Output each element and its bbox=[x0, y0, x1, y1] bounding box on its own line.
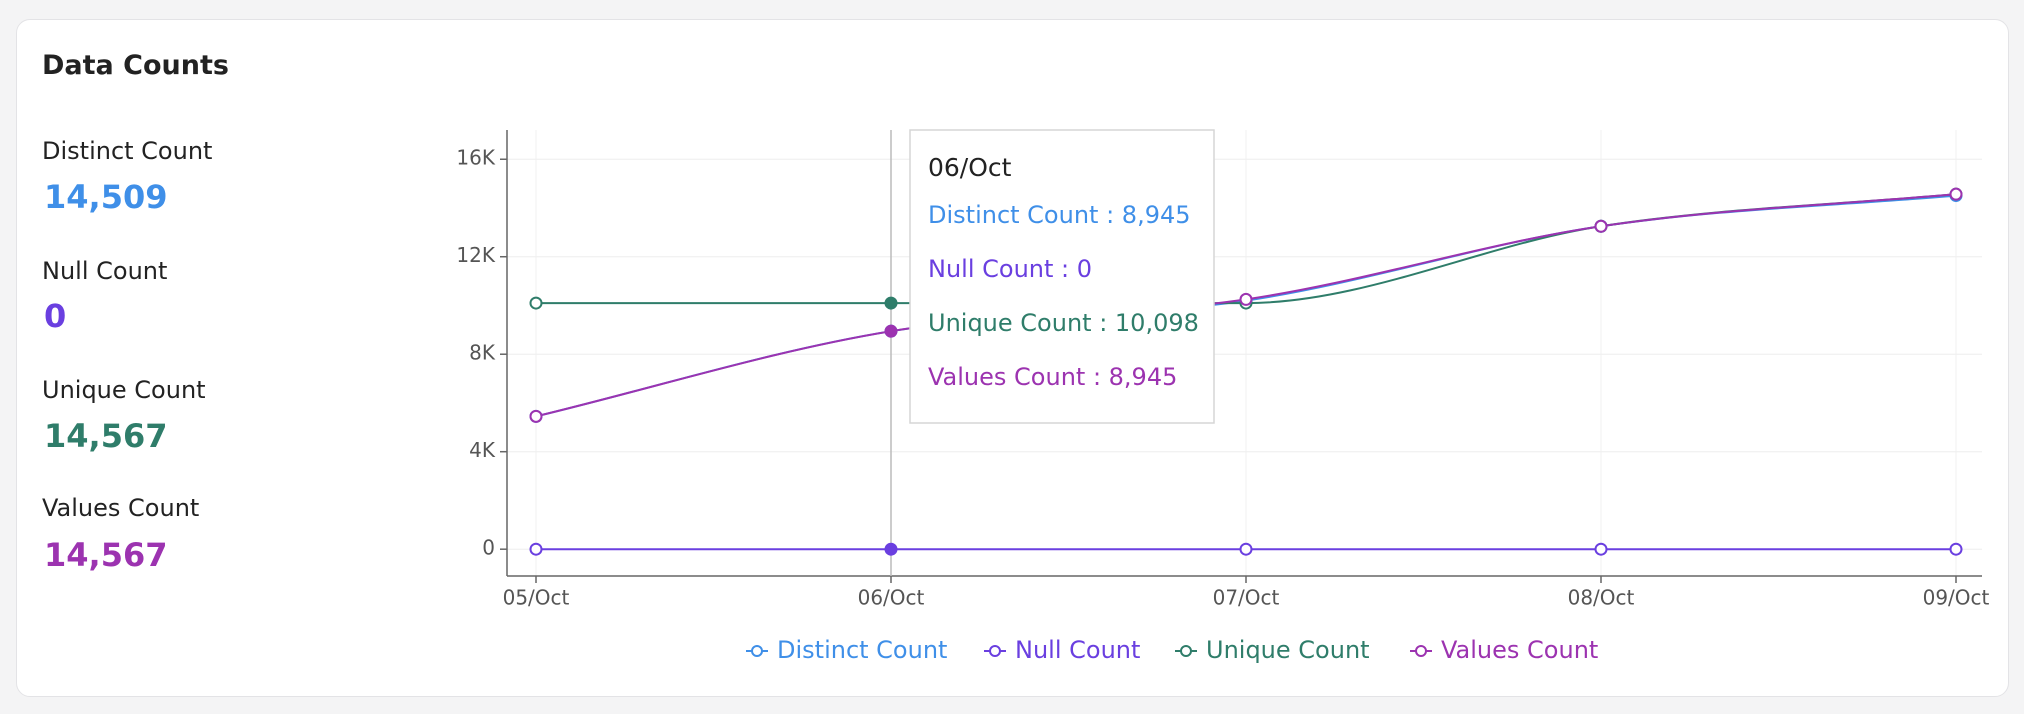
stat-label: Null Count bbox=[42, 257, 168, 285]
point bbox=[1949, 542, 1963, 556]
point bbox=[529, 409, 543, 423]
x-tick-label: 07/Oct bbox=[1213, 586, 1280, 610]
point bbox=[529, 542, 543, 556]
stat-value: 14,567 bbox=[44, 417, 168, 455]
x-tick-label: 05/Oct bbox=[503, 586, 570, 610]
stat-label: Distinct Count bbox=[42, 137, 213, 165]
point bbox=[1594, 542, 1608, 556]
x-tick-label: 06/Oct bbox=[858, 586, 925, 610]
legend-label: Values Count bbox=[1441, 636, 1598, 664]
point bbox=[1949, 187, 1963, 201]
y-tick-label: 12K bbox=[456, 243, 495, 267]
stat-value: 0 bbox=[44, 297, 67, 335]
point bbox=[1594, 219, 1608, 233]
stat-value: 14,567 bbox=[44, 536, 168, 574]
y-tick-label: 0 bbox=[482, 536, 495, 560]
legend-label: Null Count bbox=[1015, 636, 1140, 664]
point bbox=[529, 296, 543, 310]
card-title: Data Counts bbox=[42, 50, 229, 81]
point bbox=[884, 296, 898, 310]
legend-icon-dot bbox=[1415, 645, 1427, 657]
stat-label: Unique Count bbox=[42, 376, 206, 404]
tooltip-title: 06/Oct bbox=[928, 153, 1012, 182]
point bbox=[884, 542, 898, 556]
tooltip-row: Values Count : 8,945 bbox=[928, 363, 1177, 391]
x-tick-label: 09/Oct bbox=[1923, 586, 1990, 610]
tooltip-row: Distinct Count : 8,945 bbox=[928, 201, 1191, 229]
legend-icon-dot bbox=[989, 645, 1001, 657]
legend-label: Distinct Count bbox=[777, 636, 947, 664]
tooltip-row: Unique Count : 10,098 bbox=[928, 309, 1199, 337]
legend-icon-dot bbox=[751, 645, 763, 657]
tooltip-box bbox=[909, 129, 1215, 424]
y-tick-label: 4K bbox=[469, 438, 496, 462]
x-tick-label: 08/Oct bbox=[1568, 586, 1635, 610]
stat-label: Values Count bbox=[42, 494, 200, 522]
point bbox=[884, 324, 898, 338]
point bbox=[1239, 292, 1253, 306]
stat-value: 14,509 bbox=[44, 178, 168, 216]
y-tick-label: 16K bbox=[456, 146, 495, 170]
point bbox=[1239, 542, 1253, 556]
legend-icon-dot bbox=[1180, 645, 1192, 657]
tooltip-row: Null Count : 0 bbox=[928, 255, 1092, 283]
y-tick-label: 8K bbox=[469, 341, 496, 365]
legend-label: Unique Count bbox=[1206, 636, 1370, 664]
